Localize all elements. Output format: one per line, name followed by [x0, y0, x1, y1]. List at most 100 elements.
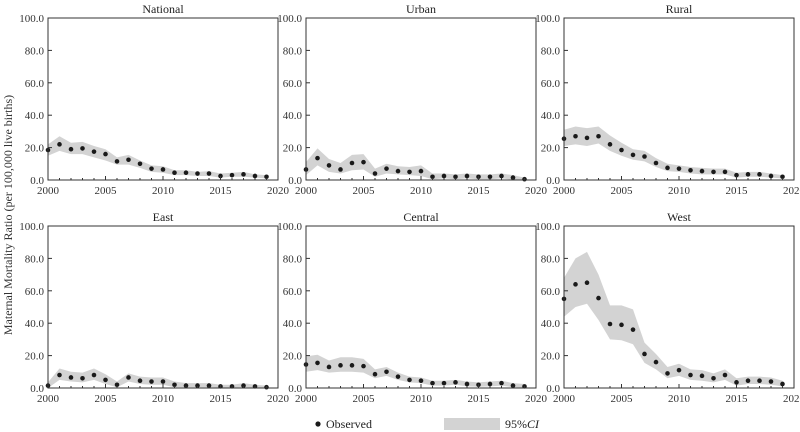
national-xtick-label-2000: 2000: [37, 185, 60, 197]
east-ytick-label-80.0: 80.0: [25, 253, 45, 265]
rural-xtick-label-2015: 2015: [726, 185, 749, 197]
national-point-2016: [229, 172, 235, 178]
central-point-2001: [315, 360, 320, 366]
urban-point-2018: [510, 175, 516, 180]
west-point-2018: [768, 379, 774, 384]
west-point-2011: [688, 372, 693, 378]
rural-point-2019: [780, 174, 785, 180]
rural-point-2005: [619, 147, 624, 153]
panel-rural: Rural 0.0 20.0 40.0 60.0 80.0 100.0 2000 2005 201…: [535, 2, 800, 197]
central-ytick-label-40.0: 40.0: [283, 318, 303, 330]
west-ytick-label-0.0: 0.0: [546, 383, 560, 395]
east-ytick-label-0.0: 0.0: [30, 383, 44, 395]
panel-east: East 0.0 20.0 40.0 60.0 80.0 100.0 2000 2005 2010…: [19, 210, 289, 405]
urban-ytick-label-100.0: 100.0: [277, 13, 302, 25]
west-ytick-label-100.0: 100.0: [535, 221, 560, 233]
rural-ytick-label-20.0: 20.0: [541, 143, 561, 155]
central-ytick-label-100.0: 100.0: [277, 221, 302, 233]
urban-ytick-label-20.0: 20.0: [283, 143, 303, 155]
national-point-2012: [183, 170, 189, 176]
east-point-2004: [91, 372, 97, 378]
west-xtick-label-2000: 2000: [553, 393, 576, 405]
east-frame: [47, 225, 279, 389]
national-point-2005: [103, 151, 108, 157]
national-xtick-label-2015: 2015: [210, 185, 233, 197]
east-ytick-label-60.0: 60.0: [25, 286, 45, 298]
east-point-2017: [241, 383, 246, 388]
national-ytick-label-100.0: 100.0: [19, 13, 44, 25]
legend-observed-marker: [315, 421, 321, 427]
central-ytick-label-20.0: 20.0: [283, 351, 303, 363]
legend: Observed 95%CI: [315, 417, 540, 431]
urban-ytick-label-40.0: 40.0: [283, 110, 303, 122]
central-point-2003: [338, 363, 343, 368]
urban-point-2017: [499, 173, 504, 179]
urban-point-2003: [338, 167, 343, 172]
rural-ytick-label-80.0: 80.0: [541, 45, 561, 57]
urban-point-2010: [418, 168, 424, 174]
urban-xtick-label-2005: 2005: [353, 185, 376, 197]
central-point-2011: [430, 380, 435, 386]
rural-ytick-label-100.0: 100.0: [535, 13, 560, 25]
national-point-2004: [91, 149, 97, 154]
east-xtick-label-2000: 2000: [37, 393, 60, 405]
rural-point-2014: [722, 169, 728, 175]
rural-title: Rural: [666, 2, 693, 16]
east-ci-band: [48, 368, 267, 388]
rural-point-2015: [734, 172, 739, 178]
west-xtick-label-2010: 2010: [668, 393, 691, 405]
rural-point-2011: [688, 167, 693, 173]
rural-ci-band: [564, 126, 783, 179]
east-ytick-label-20.0: 20.0: [25, 351, 45, 363]
panel-national: National 0.0 20.0 40.0 60.0 80.0 100.0 2000 2005…: [19, 2, 289, 197]
east-point-2012: [183, 383, 189, 388]
national-point-2001: [57, 142, 62, 147]
west-ytick-label-60.0: 60.0: [541, 286, 561, 298]
national-ytick-label-80.0: 80.0: [25, 45, 45, 57]
rural-point-2008: [653, 160, 659, 166]
rural-xtick-label-2010: 2010: [668, 185, 691, 197]
central-point-2005: [361, 363, 366, 369]
urban-ytick-label-80.0: 80.0: [283, 45, 303, 57]
urban-point-2013: [453, 174, 458, 180]
east-point-2001: [57, 372, 62, 378]
east-point-2011: [172, 382, 177, 388]
west-xtick-label-2020: 2020: [783, 393, 800, 405]
central-point-2018: [510, 383, 516, 388]
east-point-2009: [149, 379, 154, 384]
urban-xtick-label-2010: 2010: [410, 185, 433, 197]
rural-point-2016: [745, 172, 751, 177]
central-xtick-label-2015: 2015: [468, 393, 491, 405]
urban-point-2011: [430, 174, 435, 180]
rural-point-2006: [630, 152, 636, 158]
central-point-2014: [464, 381, 470, 387]
rural-xtick-label-2005: 2005: [611, 185, 634, 197]
national-ytick-label-20.0: 20.0: [25, 143, 45, 155]
central-ytick-label-60.0: 60.0: [283, 286, 303, 298]
central-xtick-label-2005: 2005: [353, 393, 376, 405]
urban-xtick-label-2015: 2015: [468, 185, 491, 197]
national-point-2017: [241, 172, 246, 177]
national-ci-band: [48, 136, 267, 179]
rural-point-2010: [676, 166, 682, 171]
rural-ytick-label-60.0: 60.0: [541, 78, 561, 90]
panels: National 0.0 20.0 40.0 60.0 80.0 100.0 2000 2005…: [19, 2, 800, 405]
national-point-2006: [114, 159, 120, 164]
west-point-2002: [584, 280, 590, 286]
central-point-2010: [418, 378, 424, 384]
national-xtick-label-2005: 2005: [95, 185, 118, 197]
east-point-2008: [137, 378, 143, 384]
west-point-2019: [780, 381, 785, 387]
national-point-2015: [218, 173, 223, 179]
east-point-2007: [126, 375, 131, 380]
rural-frame: [563, 17, 795, 181]
west-point-2004: [607, 321, 613, 327]
east-point-2003: [80, 375, 85, 381]
urban-xtick-label-2000: 2000: [295, 185, 318, 197]
west-ytick-label-80.0: 80.0: [541, 253, 561, 265]
central-point-2012: [441, 380, 447, 386]
central-point-2016: [487, 381, 493, 387]
national-point-2008: [137, 161, 143, 167]
central-point-2017: [499, 380, 504, 386]
